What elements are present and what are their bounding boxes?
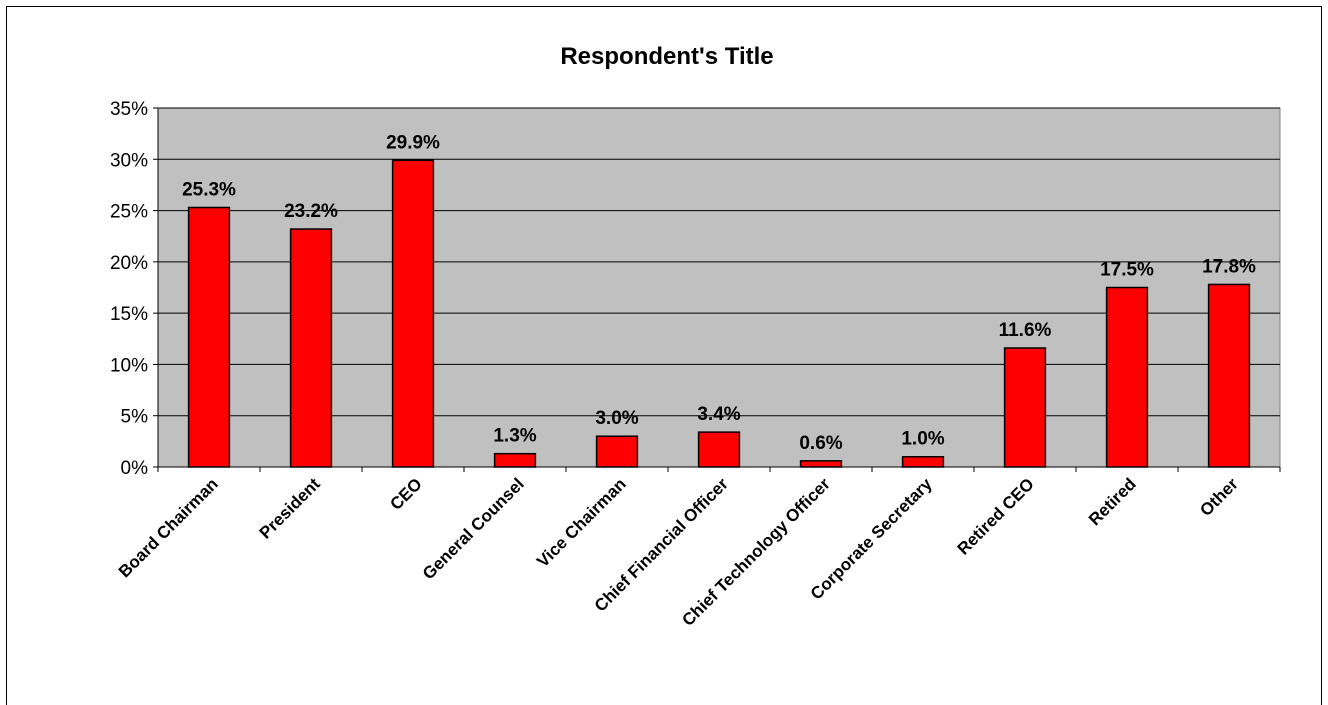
x-tick-label: Retired CEO [954, 474, 1038, 558]
bar [289, 228, 333, 468]
data-labels: 25.3% 23.2% 29.9% 1.3% 3.0% 3.4% 0.6% 1.0% 11.6%… [182, 132, 1256, 454]
data-label: 1.0% [901, 429, 944, 450]
bar [493, 452, 537, 468]
y-tick-label: 35% [110, 99, 148, 120]
bar [1105, 286, 1149, 468]
x-tick-label: President [256, 474, 324, 542]
data-label: 11.6% [999, 320, 1052, 341]
data-label: 17.8% [1202, 256, 1256, 277]
x-tick-label: Vice Chairman [533, 474, 630, 571]
y-tick-label: 5% [121, 407, 149, 428]
bar [799, 460, 843, 468]
bars [187, 159, 1251, 468]
bar [697, 431, 741, 468]
bar [1207, 283, 1251, 468]
chart-title: Respondent's Title [560, 43, 773, 70]
bar [595, 435, 639, 468]
x-tick-label: Retired [1085, 474, 1140, 529]
y-tick-label: 25% [110, 202, 148, 223]
y-tick-label: 15% [110, 304, 148, 325]
data-label: 3.0% [595, 408, 638, 429]
data-label: 3.4% [697, 404, 740, 425]
plot-area [157, 107, 1281, 468]
gridlines [158, 107, 1280, 417]
bar [187, 206, 231, 468]
y-axis-tick-labels: 0% 5% 10% 15% 20% 25% 30% 35% [110, 99, 148, 479]
data-label: 29.9% [386, 132, 440, 153]
y-tick-label: 30% [110, 150, 148, 171]
x-tick-label: General Counsel [419, 474, 528, 583]
x-tick-label: Other [1196, 474, 1242, 520]
x-tick-label: Board Chairman [115, 474, 222, 581]
y-tick-label: 10% [110, 355, 148, 376]
bar [1003, 347, 1047, 468]
x-tick-label: CEO [386, 474, 425, 513]
data-label: 17.5% [1100, 260, 1154, 281]
data-label: 23.2% [284, 201, 338, 222]
y-tick-label: 20% [110, 253, 148, 274]
data-label: 25.3% [182, 179, 236, 200]
y-tick-label: 0% [121, 458, 149, 479]
bar [391, 159, 435, 468]
axes [153, 107, 1281, 472]
data-label: 1.3% [493, 426, 536, 447]
data-label: 0.6% [799, 433, 842, 454]
bar [901, 455, 945, 468]
